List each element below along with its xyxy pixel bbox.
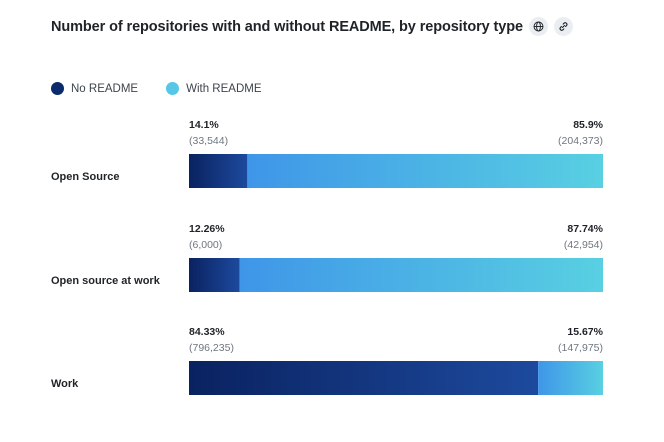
legend-label-no-readme: No README: [71, 82, 139, 95]
legend-swatch-with-readme: [166, 82, 180, 95]
chart-header: Number of repositories with and without …: [51, 17, 573, 36]
count-label-no-readme-open-source: (33,544): [189, 135, 229, 147]
legend-item-with-readme[interactable]: With README: [166, 82, 262, 95]
bar-with-readme-open-source[interactable]: [247, 154, 603, 188]
globe-button[interactable]: [528, 17, 548, 36]
chart-title: Number of repositories with and without …: [51, 18, 523, 35]
legend-item-no-readme[interactable]: No README: [51, 82, 138, 95]
globe-icon: [533, 21, 544, 32]
value-label-no-readme-open-source: 14.1%: [189, 119, 219, 131]
count-label-with-readme-open-source: (204,373): [558, 135, 603, 147]
bar-with-readme-work[interactable]: [538, 361, 603, 395]
value-label-no-readme-work: 84.33%: [189, 326, 225, 338]
count-label-no-readme-open-source-at-work: (6,000): [189, 239, 223, 251]
value-label-no-readme-open-source-at-work: 12.26%: [189, 223, 225, 235]
bar-no-readme-open-source-at-work[interactable]: [189, 258, 240, 292]
category-label-open-source-at-work: Open source at work: [51, 275, 160, 287]
bar-no-readme-open-source[interactable]: [189, 154, 248, 188]
count-label-with-readme-open-source-at-work: (42,954): [563, 239, 603, 251]
link-button[interactable]: [553, 17, 573, 36]
bar-no-readme-work[interactable]: [189, 361, 539, 395]
link-icon: [559, 22, 568, 31]
value-label-with-readme-open-source-at-work: 87.74%: [567, 223, 603, 235]
category-label-work: Work: [51, 378, 79, 390]
count-label-no-readme-work: (796,235): [189, 342, 234, 354]
bar-with-readme-open-source-at-work[interactable]: [239, 258, 603, 292]
value-label-with-readme-work: 15.67%: [567, 326, 603, 338]
count-label-with-readme-work: (147,975): [558, 342, 603, 354]
legend-swatch-no-readme: [51, 82, 64, 95]
legend-label-with-readme: With README: [186, 82, 262, 95]
chart-legend: No README With README: [51, 82, 290, 95]
category-label-open-source: Open Source: [51, 171, 120, 183]
value-label-with-readme-open-source: 85.9%: [573, 119, 603, 131]
